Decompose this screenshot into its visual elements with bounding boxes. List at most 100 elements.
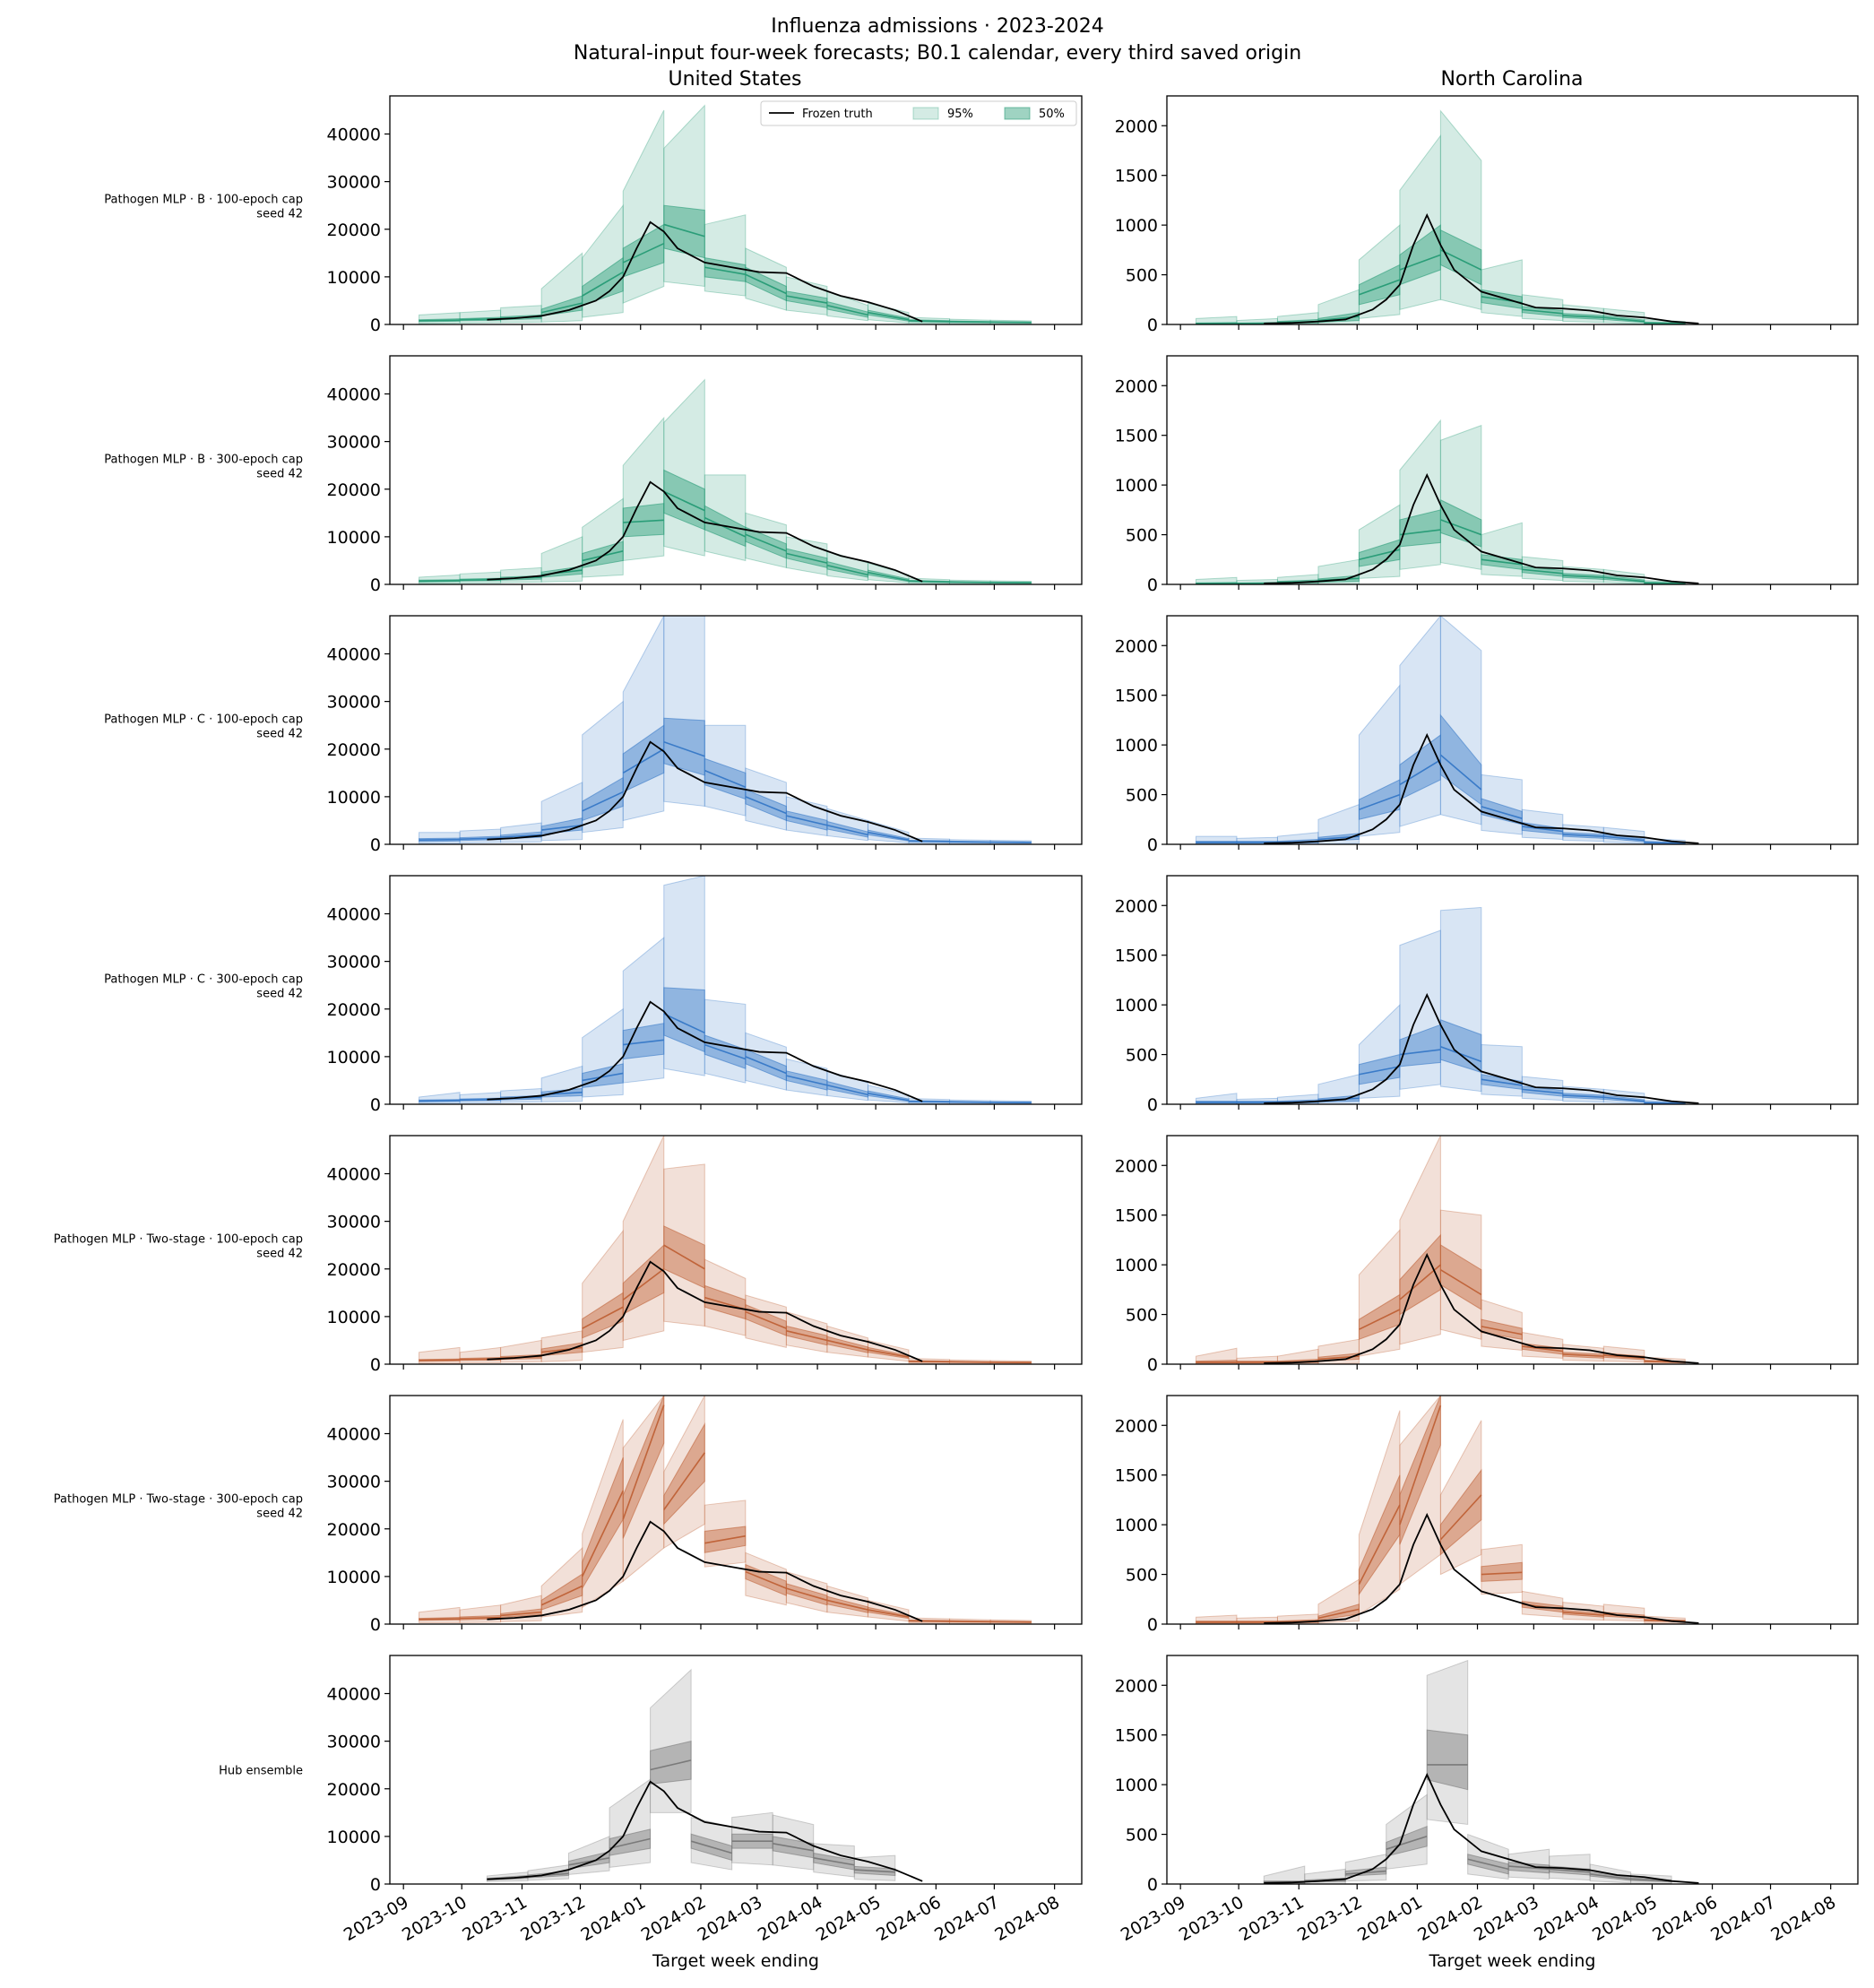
forecast-median-line xyxy=(704,1534,746,1544)
y-tick-label: 500 xyxy=(1126,1306,1158,1326)
forecast-median-line xyxy=(1562,1353,1604,1357)
forecast-median-line xyxy=(1522,1088,1563,1094)
legend-95-swatch xyxy=(912,107,939,120)
interval-95-band xyxy=(704,214,747,297)
y-tick-label: 2000 xyxy=(1115,636,1158,656)
forecast-median-line xyxy=(745,1056,787,1075)
forecast-median-line xyxy=(419,1359,461,1361)
y-tick-label: 20000 xyxy=(327,1000,381,1020)
forecast-median-line xyxy=(460,1616,501,1620)
legend-95-label: 95% xyxy=(947,108,973,121)
y-tick-label: 10000 xyxy=(327,1048,381,1067)
interval-95-band xyxy=(459,828,502,843)
y-tick-label: 1500 xyxy=(1115,1466,1158,1486)
y-tick-label: 30000 xyxy=(327,433,381,453)
x-tick-label: 2024-07 xyxy=(931,1892,1003,1945)
x-tick-label: 2023-09 xyxy=(341,1892,412,1945)
forecast-median-line xyxy=(663,1013,705,1034)
panel-nc-5: 0 500 1000 1500 2000 xyxy=(1115,1395,1859,1635)
forecast-median-line xyxy=(1386,1836,1428,1850)
legend-50-swatch xyxy=(1004,107,1031,120)
y-tick-label: 1500 xyxy=(1115,687,1158,706)
forecast-median-line xyxy=(1399,1405,1442,1526)
interval-95-band xyxy=(663,616,705,808)
forecast-median-line xyxy=(500,1611,542,1617)
panel-frame xyxy=(1166,1395,1859,1625)
interval-50-band xyxy=(622,503,665,538)
row-label-line: seed 42 xyxy=(256,1248,303,1261)
truth-line xyxy=(1264,1512,1699,1624)
y-tick-label: 1000 xyxy=(1115,216,1158,236)
y-tick-label: 0 xyxy=(370,1875,381,1895)
panel-frame xyxy=(1166,1135,1859,1365)
truth-line xyxy=(1264,1252,1699,1364)
y-tick-label: 500 xyxy=(1126,1046,1158,1066)
row-label-line: seed 42 xyxy=(256,1508,303,1521)
forecast-median-line xyxy=(1359,793,1401,810)
forecast-median-line xyxy=(786,1587,828,1602)
interval-50-band xyxy=(1439,1019,1482,1074)
y-tick-label: 0 xyxy=(370,1615,381,1635)
panel-frame xyxy=(389,1395,1083,1625)
y-tick-label: 40000 xyxy=(327,1685,381,1705)
forecast-median-line xyxy=(826,1084,868,1096)
panel-frame xyxy=(1166,1655,1859,1885)
y-tick-label: 0 xyxy=(1147,1095,1158,1115)
y-tick-label: 20000 xyxy=(327,1780,381,1800)
interval-95-band xyxy=(1399,134,1441,311)
y-tick-label: 30000 xyxy=(327,1213,381,1232)
forecast-median-line xyxy=(949,841,991,843)
panel-frame xyxy=(389,95,1083,325)
truth-line xyxy=(487,1520,923,1622)
y-tick-label: 40000 xyxy=(327,125,381,145)
y-tick-label: 20000 xyxy=(327,1260,381,1280)
panel-us-3: 0 10000 20000 30000 40000 xyxy=(327,875,1083,1115)
interval-50-band xyxy=(650,1740,692,1785)
y-tick-label: 20000 xyxy=(327,220,381,240)
x-tick-label: 2023-09 xyxy=(1118,1892,1189,1945)
panel-frame xyxy=(1166,355,1859,585)
panel-nc-6: 05001000150020002023-092023-102023-11202… xyxy=(1115,1655,1859,1971)
forecast-median-line xyxy=(908,319,950,323)
interval-50-band xyxy=(1358,264,1401,306)
forecast-median-line xyxy=(622,242,665,264)
forecast-median-line xyxy=(1603,576,1645,583)
panel-frame xyxy=(1166,615,1859,845)
forecast-median-line xyxy=(745,796,787,815)
y-tick-label: 1500 xyxy=(1115,946,1158,966)
forecast-median-line xyxy=(1481,806,1523,819)
panel-us-2: 0 10000 20000 30000 40000 xyxy=(327,615,1083,855)
forecast-median-line xyxy=(949,321,991,324)
y-tick-label: 0 xyxy=(370,575,381,595)
x-tick-label: 2024-08 xyxy=(1767,1892,1839,1945)
forecast-median-line xyxy=(826,564,868,576)
row-label-line: seed 42 xyxy=(256,208,303,221)
forecast-median-line xyxy=(1522,568,1563,575)
forecast-median-line xyxy=(868,1349,910,1358)
forecast-median-line xyxy=(949,1621,991,1623)
y-tick-label: 2000 xyxy=(1115,117,1158,136)
interval-95-band xyxy=(663,378,705,557)
y-tick-label: 10000 xyxy=(327,268,381,288)
interval-50-band xyxy=(622,223,665,278)
forecast-median-line xyxy=(868,831,910,842)
interval-95-band xyxy=(650,1668,692,1813)
y-tick-label: 1500 xyxy=(1115,167,1158,186)
x-tick-label: 2024-04 xyxy=(755,1892,826,1945)
forecast-median-line xyxy=(663,490,705,512)
forecast-median-line xyxy=(1508,1865,1550,1871)
y-tick-label: 0 xyxy=(370,835,381,855)
y-tick-label: 500 xyxy=(1126,526,1158,546)
forecast-median-line xyxy=(826,304,868,316)
column-title-us: United States xyxy=(669,68,802,91)
forecast-median-line xyxy=(1345,1870,1386,1875)
forecast-median-line xyxy=(1481,1571,1523,1576)
column-title-nc: North Carolina xyxy=(1440,68,1583,91)
y-tick-label: 30000 xyxy=(327,1733,381,1752)
panel-frame xyxy=(1166,95,1859,325)
legend-box xyxy=(760,100,1077,126)
interval-50-band xyxy=(568,1851,610,1870)
row-label-line: Pathogen MLP · Two-stage · 100-epoch cap xyxy=(54,1233,303,1247)
x-tick-label: 2024-03 xyxy=(695,1892,766,1945)
